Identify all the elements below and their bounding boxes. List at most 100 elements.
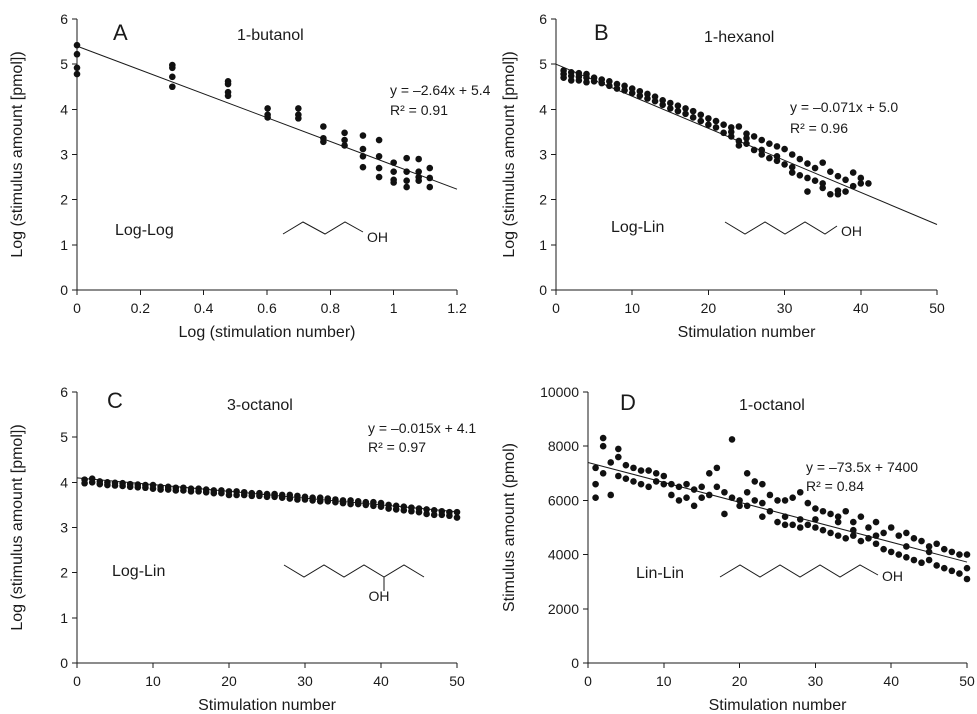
y-tick-label: 5 bbox=[539, 56, 547, 72]
data-point bbox=[743, 140, 750, 147]
data-point bbox=[834, 172, 842, 180]
data-point bbox=[736, 497, 743, 504]
data-point bbox=[766, 154, 773, 162]
data-point bbox=[751, 478, 759, 485]
data-point bbox=[963, 575, 971, 583]
data-point bbox=[377, 503, 385, 511]
x-tick-label: 0 bbox=[552, 300, 560, 316]
data-point bbox=[96, 480, 104, 488]
data-point bbox=[651, 97, 659, 105]
x-tick-label: 50 bbox=[929, 300, 945, 316]
data-point bbox=[796, 171, 804, 179]
data-point bbox=[819, 184, 826, 192]
data-point bbox=[857, 513, 865, 520]
data-point bbox=[426, 164, 434, 172]
data-point bbox=[865, 524, 872, 531]
data-point bbox=[264, 114, 271, 121]
data-point bbox=[149, 485, 157, 492]
data-point bbox=[895, 532, 903, 539]
y-tick-label: 0 bbox=[60, 282, 68, 298]
data-point bbox=[423, 506, 430, 513]
data-point bbox=[773, 153, 781, 160]
data-point bbox=[81, 479, 88, 487]
data-point bbox=[210, 489, 218, 497]
panel-d-chart: 0 10 20 30 40 50 0 2000 4000 6000 8000 10000 Stimula… bbox=[501, 384, 975, 714]
data-point bbox=[347, 500, 354, 508]
transform-label: Log-Lin bbox=[611, 219, 664, 236]
panel-c-chart: 0 10 20 30 40 50 0 1 2 3 4 5 6 Stimulation number Log … bbox=[9, 384, 476, 714]
data-point bbox=[751, 497, 759, 504]
data-point bbox=[263, 493, 271, 501]
data-point bbox=[925, 543, 933, 550]
data-point bbox=[628, 89, 636, 97]
data-point bbox=[295, 105, 302, 112]
data-point bbox=[390, 179, 397, 186]
data-point bbox=[668, 480, 675, 488]
data-point bbox=[811, 164, 819, 172]
regression-line bbox=[587, 461, 968, 563]
y-tick-label: 1 bbox=[60, 237, 68, 253]
data-point bbox=[963, 564, 971, 572]
x-tick-label: 1 bbox=[390, 300, 398, 316]
data-point bbox=[88, 479, 96, 486]
data-point bbox=[698, 494, 705, 501]
data-point bbox=[613, 80, 621, 88]
data-point bbox=[842, 535, 850, 542]
regression-equation: y = –2.64x + 5.4 bbox=[390, 82, 491, 98]
data-point bbox=[415, 177, 422, 184]
data-point bbox=[956, 551, 963, 558]
data-point bbox=[560, 74, 567, 82]
r-squared-value: R² = 0.96 bbox=[790, 120, 848, 136]
data-point bbox=[430, 507, 438, 514]
data-point bbox=[195, 488, 202, 495]
x-tick-label: 0 bbox=[584, 673, 592, 689]
data-point bbox=[842, 188, 849, 195]
r-squared-value: R² = 0.97 bbox=[368, 439, 426, 455]
data-point bbox=[599, 442, 607, 450]
data-point bbox=[309, 497, 316, 504]
data-point bbox=[339, 499, 347, 507]
data-point bbox=[446, 512, 453, 520]
data-point bbox=[403, 154, 410, 162]
data-point bbox=[872, 518, 880, 526]
data-point bbox=[735, 123, 743, 130]
data-point bbox=[660, 480, 668, 488]
data-point bbox=[697, 117, 705, 125]
data-point bbox=[607, 491, 615, 499]
data-point bbox=[788, 151, 796, 158]
data-point bbox=[872, 532, 880, 539]
data-point bbox=[910, 556, 918, 564]
data-point bbox=[375, 173, 383, 181]
data-point bbox=[224, 92, 232, 100]
data-point bbox=[667, 99, 674, 107]
data-point bbox=[827, 190, 834, 198]
x-tick-label: 30 bbox=[297, 673, 313, 689]
data-point bbox=[773, 157, 781, 165]
data-point bbox=[324, 498, 332, 505]
data-point bbox=[567, 77, 575, 84]
data-point bbox=[264, 105, 271, 112]
data-point bbox=[796, 524, 804, 531]
x-tick-label: 30 bbox=[777, 300, 793, 316]
x-tick-label: 50 bbox=[959, 673, 975, 689]
data-point bbox=[804, 174, 811, 182]
data-point bbox=[73, 50, 81, 58]
panel-letter: B bbox=[594, 20, 609, 45]
data-point bbox=[690, 502, 698, 510]
data-point bbox=[180, 487, 187, 494]
data-point bbox=[705, 121, 712, 128]
data-point bbox=[796, 488, 804, 496]
data-point bbox=[426, 183, 434, 191]
x-tick-label: 30 bbox=[808, 673, 824, 689]
data-point bbox=[240, 491, 248, 499]
data-point bbox=[705, 115, 712, 122]
data-point bbox=[750, 133, 758, 140]
data-point bbox=[341, 129, 348, 137]
data-point bbox=[689, 114, 697, 121]
x-axis-title: Stimulation number bbox=[678, 324, 817, 341]
y-tick-label: 4 bbox=[60, 474, 68, 490]
data-point bbox=[834, 190, 842, 198]
transform-label: Log-Lin bbox=[112, 563, 165, 580]
y-tick-label: 2000 bbox=[548, 601, 579, 617]
r-squared-value: R² = 0.91 bbox=[390, 102, 448, 118]
